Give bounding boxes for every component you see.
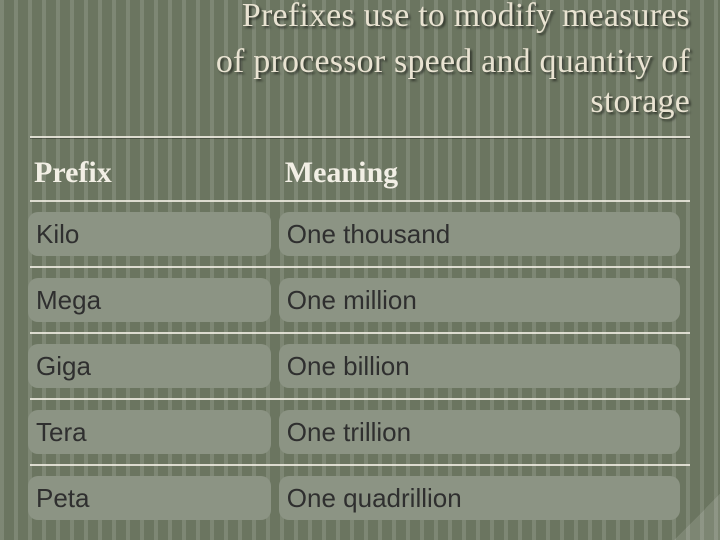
slide: Prefixes use to modify measures of proce… (0, 0, 720, 540)
col-header-meaning: Meaning (281, 146, 690, 201)
slide-title: Prefixes use to modify measures of proce… (30, 0, 690, 130)
page-curl (674, 494, 720, 540)
table-row: Giga One billion (30, 333, 690, 399)
cell-prefix: Kilo (30, 219, 79, 250)
title-divider (30, 136, 690, 138)
table-header-row: Prefix Meaning (30, 146, 690, 201)
table-row: Mega One million (30, 267, 690, 333)
cell-meaning: One thousand (281, 219, 450, 250)
cell-meaning: One quadrillion (281, 483, 462, 514)
cell-prefix: Tera (30, 417, 87, 448)
title-line-1: Prefixes use to modify measures (242, 0, 690, 34)
title-line-3: storage (590, 83, 690, 120)
col-header-prefix: Prefix (30, 146, 281, 201)
table-row: Kilo One thousand (30, 201, 690, 267)
cell-meaning: One million (281, 285, 417, 316)
cell-prefix: Giga (30, 351, 91, 382)
cell-meaning: One billion (281, 351, 410, 382)
cell-prefix: Peta (30, 483, 90, 514)
table-row: Tera One trillion (30, 399, 690, 465)
cell-meaning: One trillion (281, 417, 411, 448)
title-line-2: of processor speed and quantity of (216, 43, 690, 80)
table-row: Peta One quadrillion (30, 465, 690, 530)
prefix-table: Prefix Meaning Kilo One thousand Mega On… (30, 146, 690, 530)
cell-prefix: Mega (30, 285, 101, 316)
